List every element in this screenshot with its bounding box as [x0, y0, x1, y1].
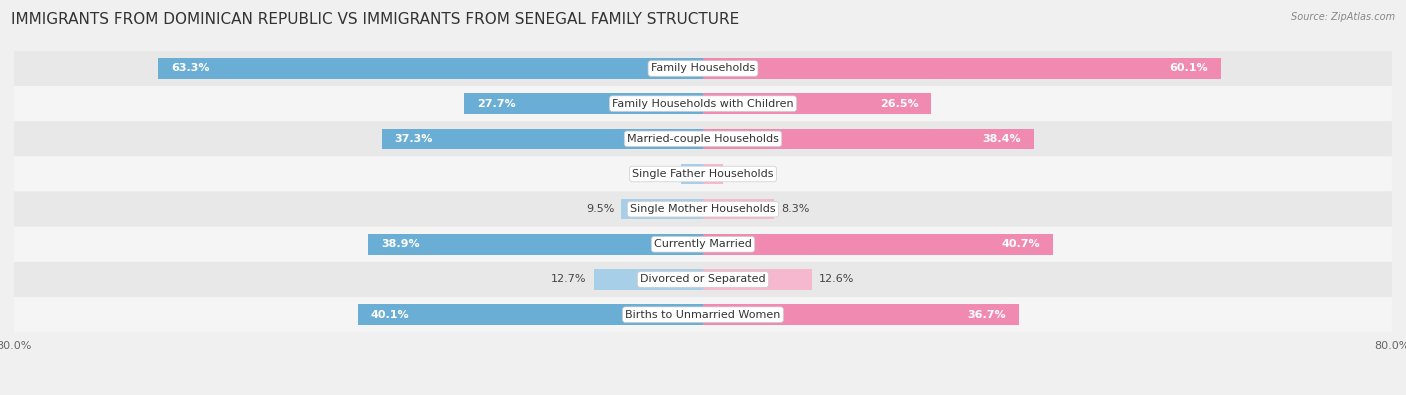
Text: 60.1%: 60.1% [1168, 64, 1208, 73]
Text: 38.4%: 38.4% [983, 134, 1021, 144]
Text: Divorced or Separated: Divorced or Separated [640, 275, 766, 284]
Text: 9.5%: 9.5% [586, 204, 614, 214]
Bar [593, 269, 703, 290]
Bar [621, 199, 703, 219]
FancyBboxPatch shape [14, 86, 1392, 121]
Text: Family Households with Children: Family Households with Children [612, 99, 794, 109]
Text: 63.3%: 63.3% [170, 64, 209, 73]
Text: Source: ZipAtlas.com: Source: ZipAtlas.com [1291, 12, 1395, 22]
Bar [703, 58, 1220, 79]
Bar [703, 305, 1019, 325]
Bar [703, 199, 775, 219]
FancyBboxPatch shape [14, 297, 1392, 332]
Bar [703, 269, 811, 290]
Text: 12.6%: 12.6% [818, 275, 853, 284]
Bar [157, 58, 703, 79]
Text: 37.3%: 37.3% [395, 134, 433, 144]
Text: 36.7%: 36.7% [967, 310, 1007, 320]
Text: 40.7%: 40.7% [1002, 239, 1040, 249]
Bar [703, 164, 723, 184]
Text: 40.1%: 40.1% [371, 310, 409, 320]
Bar [703, 129, 1033, 149]
Text: 8.3%: 8.3% [782, 204, 810, 214]
Text: Married-couple Households: Married-couple Households [627, 134, 779, 144]
FancyBboxPatch shape [14, 156, 1392, 192]
Text: 38.9%: 38.9% [381, 239, 419, 249]
Bar [382, 129, 703, 149]
Text: Single Mother Households: Single Mother Households [630, 204, 776, 214]
Bar [703, 234, 1053, 254]
FancyBboxPatch shape [14, 262, 1392, 297]
Text: Family Households: Family Households [651, 64, 755, 73]
Bar [703, 94, 931, 114]
Text: 27.7%: 27.7% [478, 99, 516, 109]
Text: 12.7%: 12.7% [551, 275, 586, 284]
Text: 2.3%: 2.3% [730, 169, 758, 179]
Text: IMMIGRANTS FROM DOMINICAN REPUBLIC VS IMMIGRANTS FROM SENEGAL FAMILY STRUCTURE: IMMIGRANTS FROM DOMINICAN REPUBLIC VS IM… [11, 12, 740, 27]
Text: 2.6%: 2.6% [645, 169, 673, 179]
Bar [464, 94, 703, 114]
Text: 26.5%: 26.5% [880, 99, 918, 109]
FancyBboxPatch shape [14, 192, 1392, 227]
Text: Currently Married: Currently Married [654, 239, 752, 249]
Bar [681, 164, 703, 184]
FancyBboxPatch shape [14, 51, 1392, 86]
FancyBboxPatch shape [14, 121, 1392, 156]
Bar [357, 305, 703, 325]
Text: Births to Unmarried Women: Births to Unmarried Women [626, 310, 780, 320]
Text: Single Father Households: Single Father Households [633, 169, 773, 179]
Bar [368, 234, 703, 254]
FancyBboxPatch shape [14, 227, 1392, 262]
Legend: Immigrants from Dominican Republic, Immigrants from Senegal: Immigrants from Dominican Republic, Immi… [496, 391, 910, 395]
